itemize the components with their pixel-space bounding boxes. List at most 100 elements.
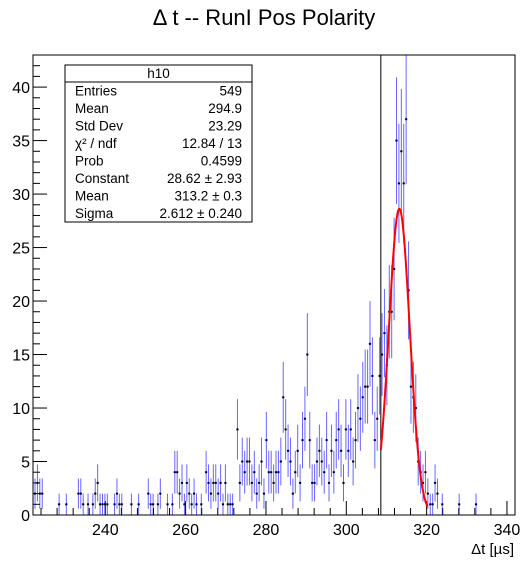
data-point <box>279 437 283 486</box>
data-point <box>159 478 162 509</box>
point-marker <box>320 460 323 463</box>
point-marker <box>289 460 292 463</box>
point-marker <box>371 374 374 377</box>
data-point <box>38 478 42 509</box>
data-point <box>332 450 336 494</box>
point-marker <box>422 481 425 484</box>
data-point <box>166 493 169 515</box>
point-marker <box>103 503 106 506</box>
data-point <box>190 493 193 515</box>
data-point <box>65 493 68 515</box>
stats-row-value: 12.84 / 13 <box>182 136 242 151</box>
data-point <box>113 493 116 515</box>
point-marker <box>400 150 403 153</box>
stats-row-value: 0.4599 <box>201 154 242 169</box>
data-point <box>272 464 275 502</box>
data-point <box>221 493 225 515</box>
data-point <box>224 464 227 502</box>
data-point <box>402 123 405 243</box>
point-marker <box>265 439 268 442</box>
point-marker <box>149 503 152 506</box>
point-marker <box>275 471 278 474</box>
point-marker <box>41 492 44 495</box>
point-marker <box>176 471 179 474</box>
data-point <box>257 464 261 502</box>
data-point <box>306 313 309 396</box>
data-point <box>195 493 198 515</box>
data-point <box>289 437 292 486</box>
data-point <box>149 493 152 515</box>
stats-row-label: Entries <box>75 84 117 99</box>
data-point <box>250 464 254 502</box>
point-marker <box>229 503 232 506</box>
data-point <box>200 493 203 515</box>
point-marker <box>238 481 241 484</box>
point-marker <box>279 460 282 463</box>
point-marker <box>173 471 176 474</box>
point-marker <box>296 449 299 452</box>
point-marker <box>315 460 318 463</box>
data-point <box>395 77 398 204</box>
point-marker <box>118 503 121 506</box>
point-marker <box>352 460 355 463</box>
point-marker <box>390 310 393 313</box>
data-point <box>269 450 273 494</box>
point-marker <box>99 503 102 506</box>
point-marker <box>429 503 432 506</box>
stats-row-label: Sigma <box>75 206 114 221</box>
data-point <box>325 411 328 469</box>
data-point <box>245 437 249 486</box>
data-point <box>363 349 367 424</box>
point-marker <box>306 353 309 356</box>
point-marker <box>224 481 227 484</box>
point-marker <box>313 481 316 484</box>
data-point <box>274 450 278 494</box>
point-marker <box>207 481 210 484</box>
point-marker <box>38 492 41 495</box>
y-tick-label: 15 <box>12 348 30 365</box>
point-marker <box>94 492 97 495</box>
data-point <box>214 464 217 502</box>
point-marker <box>381 353 384 356</box>
point-marker <box>36 481 39 484</box>
point-marker <box>318 449 321 452</box>
point-marker <box>258 481 261 484</box>
stats-row-label: Constant <box>75 171 129 186</box>
data-point <box>441 493 444 515</box>
data-point <box>474 493 478 515</box>
data-point <box>248 437 251 486</box>
data-point <box>151 493 155 515</box>
data-point <box>91 493 95 515</box>
point-marker <box>330 449 333 452</box>
point-marker <box>287 449 290 452</box>
point-marker <box>426 492 429 495</box>
data-point <box>404 55 408 185</box>
data-point <box>226 493 230 515</box>
data-point <box>130 493 133 515</box>
data-point <box>94 478 97 509</box>
point-marker <box>243 471 246 474</box>
data-point <box>354 411 357 469</box>
point-marker <box>231 503 234 506</box>
point-marker <box>434 481 437 484</box>
point-marker <box>195 503 198 506</box>
data-point <box>192 478 196 509</box>
data-point <box>253 450 256 494</box>
point-marker <box>414 407 417 410</box>
x-tick-label: 320 <box>413 522 440 539</box>
point-marker <box>91 503 94 506</box>
point-marker <box>219 481 222 484</box>
point-marker <box>77 492 80 495</box>
data-point <box>36 464 39 502</box>
data-point <box>229 493 232 515</box>
point-marker <box>270 471 273 474</box>
point-marker <box>383 332 386 335</box>
point-marker <box>34 492 37 495</box>
data-point <box>267 450 270 494</box>
point-marker <box>137 503 140 506</box>
point-marker <box>431 503 434 506</box>
data-point <box>327 464 331 502</box>
point-marker <box>354 439 357 442</box>
data-point <box>366 349 369 424</box>
point-marker <box>284 428 287 431</box>
